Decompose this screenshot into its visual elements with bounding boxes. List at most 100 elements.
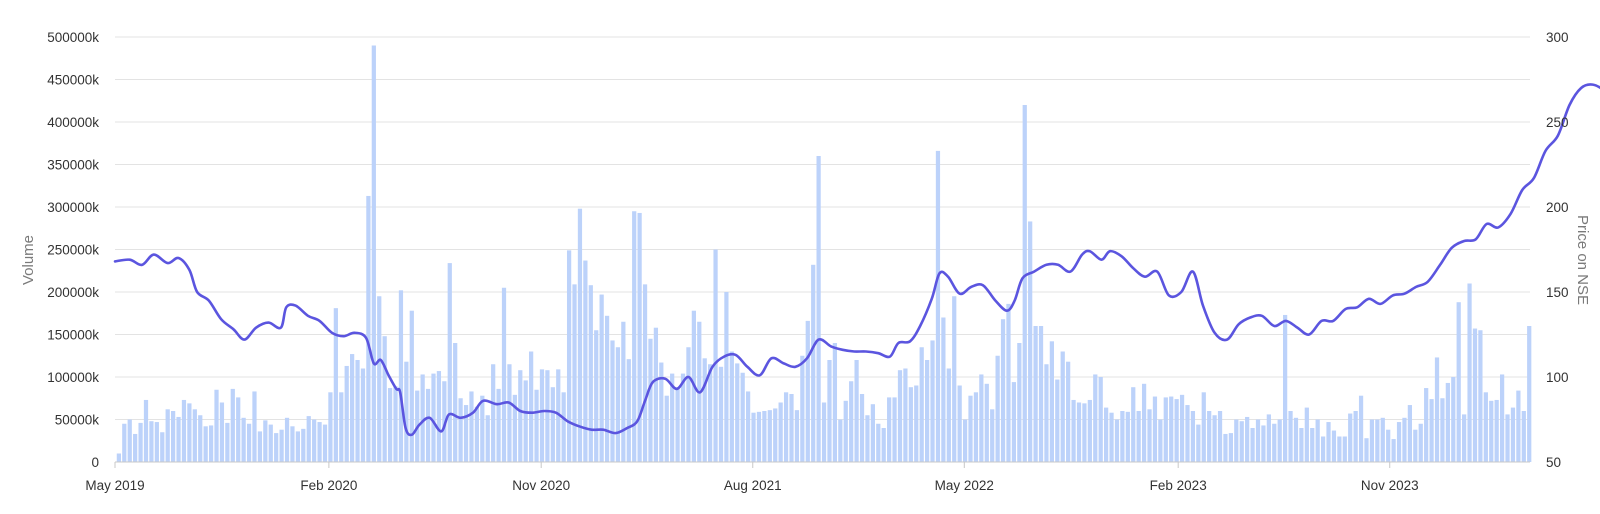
volume-bar — [387, 388, 393, 462]
volume-bar — [1375, 419, 1380, 462]
volume-bar — [425, 388, 431, 462]
volume-bar — [973, 392, 979, 462]
volume-bar — [778, 402, 783, 462]
volume-bar — [1163, 397, 1168, 462]
axes: 0 50000k 100000k 150000k 200000k 250000k 30000… — [47, 30, 1568, 493]
volume-bar — [751, 412, 756, 462]
volume-bar — [154, 422, 159, 462]
volume-bar — [1028, 221, 1033, 462]
volume-bar — [773, 408, 778, 462]
y-tick-label: 400000k — [47, 115, 99, 130]
volume-bar — [485, 415, 490, 462]
volume-bar — [143, 399, 149, 462]
volume-bar — [469, 391, 474, 462]
volume-bar — [171, 411, 176, 462]
volume-bar — [919, 347, 924, 462]
volume-bar — [702, 358, 707, 462]
y-tick-label: 250000k — [47, 243, 99, 258]
volume-bar — [1510, 407, 1516, 462]
volume-bar — [1451, 377, 1456, 462]
volume-bar — [306, 416, 311, 462]
volume-bar — [838, 419, 843, 462]
volume-bar — [1076, 402, 1082, 462]
volume-bar — [962, 419, 968, 462]
volume-bar — [1120, 411, 1125, 462]
volume-bar — [214, 389, 219, 462]
volume-bar — [859, 394, 865, 462]
volume-bar — [805, 320, 810, 462]
volume-bar — [1066, 361, 1071, 462]
volume-bar — [496, 388, 501, 462]
volume-bar — [1055, 379, 1060, 462]
volume-bar — [1255, 419, 1261, 462]
volume-bar — [816, 156, 821, 462]
volume-bar — [1456, 302, 1461, 462]
volume-bar — [1261, 425, 1266, 462]
volume-bar — [854, 360, 859, 462]
volume-bar — [127, 419, 132, 462]
volume-bar — [1223, 433, 1228, 462]
volume-bar — [1364, 438, 1369, 462]
volume-bar — [642, 284, 648, 462]
volume-bar — [1104, 407, 1109, 462]
volume-bar — [344, 365, 349, 462]
volume-bar — [1402, 417, 1407, 462]
volume-bar — [1462, 414, 1467, 462]
x-tick-label: May 2019 — [85, 478, 144, 493]
volume-bar — [892, 397, 897, 462]
volume-bar — [1228, 433, 1233, 462]
y-tick-label: 200000k — [47, 285, 99, 300]
volume-bar — [1304, 407, 1309, 462]
volume-bar — [480, 395, 485, 462]
y2-tick-label: 300 — [1546, 30, 1569, 45]
y-tick-label: 450000k — [47, 73, 99, 88]
volume-bar — [1342, 436, 1347, 462]
volume-bar — [1299, 428, 1304, 462]
volume-bar — [984, 383, 989, 462]
volume-bar — [463, 405, 469, 462]
volume-bar — [680, 373, 686, 462]
volume-bar — [187, 403, 192, 462]
volume-bar — [1358, 395, 1364, 462]
volume-bar — [1505, 414, 1510, 462]
x-tick-label: Aug 2021 — [724, 478, 782, 493]
y2-tick-label: 200 — [1546, 200, 1569, 215]
volume-bar — [550, 387, 555, 462]
volume-bar — [458, 398, 463, 462]
volume-bar — [263, 420, 268, 462]
volume-bar — [789, 394, 794, 462]
volume-bar — [968, 395, 973, 462]
volume-bar — [827, 360, 832, 462]
volume-bar — [116, 453, 121, 462]
volume-bar — [1234, 419, 1239, 462]
y-tick-label: 0 — [91, 455, 99, 470]
volume-bar — [849, 381, 854, 462]
volume-bar — [1472, 328, 1478, 462]
volume-bar — [339, 392, 344, 462]
volume-bar — [1380, 417, 1385, 462]
volume-bar — [990, 409, 995, 462]
volume-bars — [116, 45, 1532, 462]
volume-bar — [529, 351, 534, 462]
y-axis-title: Volume — [20, 235, 37, 285]
volume-bar — [252, 391, 257, 462]
volume-bar — [355, 360, 360, 462]
volume-bar — [914, 385, 919, 462]
volume-bar — [946, 368, 951, 462]
y-tick-label: 100000k — [47, 370, 99, 385]
volume-bar — [333, 308, 338, 462]
volume-bar — [431, 373, 436, 462]
volume-bar — [371, 45, 376, 462]
volume-bar — [1250, 428, 1255, 462]
volume-bar — [1006, 303, 1011, 462]
volume-bar — [1413, 429, 1418, 462]
volume-bar — [1310, 428, 1315, 462]
volume-bar — [1266, 414, 1271, 462]
volume-bar — [1082, 403, 1087, 462]
volume-bar — [322, 424, 328, 462]
volume-bar — [1038, 326, 1044, 462]
volume-bar — [1044, 364, 1049, 462]
volume-bar — [279, 429, 284, 462]
volume-bar — [881, 428, 886, 462]
